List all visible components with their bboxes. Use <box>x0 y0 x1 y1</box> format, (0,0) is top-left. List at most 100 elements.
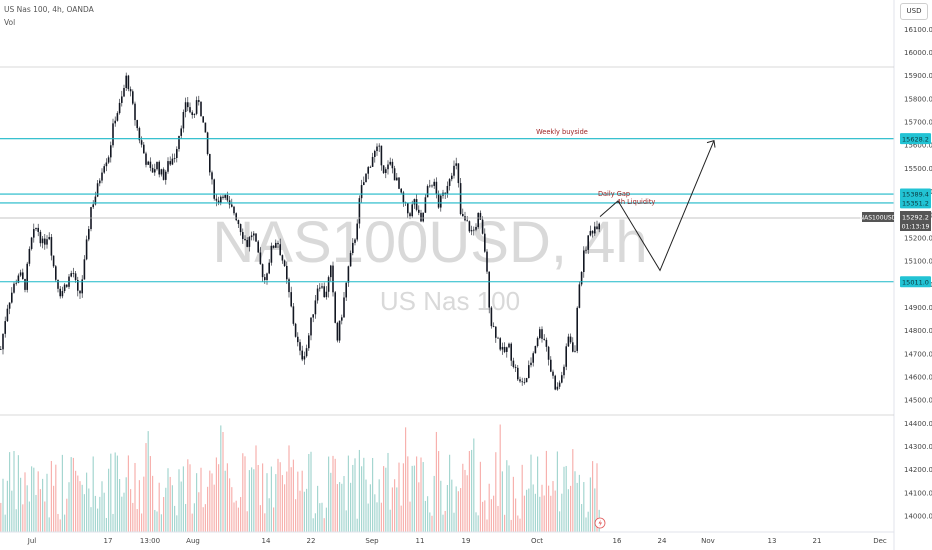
volume-bar <box>83 494 85 532</box>
volume-bar <box>545 450 547 532</box>
volume-bar <box>361 466 363 532</box>
candle-body <box>171 158 174 165</box>
volume-bar <box>9 452 11 532</box>
volume-bar <box>484 500 486 532</box>
candle-body <box>470 230 473 232</box>
volume-bar <box>411 465 413 532</box>
candle-body <box>154 169 156 173</box>
volume-bar <box>319 503 321 532</box>
candle-body <box>237 220 240 225</box>
volume-bar <box>290 467 292 532</box>
volume-bar <box>523 495 525 532</box>
volume-bar <box>365 479 367 532</box>
candle-body <box>382 165 385 173</box>
candle-body <box>521 381 523 383</box>
volume-bar <box>422 462 424 532</box>
candle-body <box>233 206 235 214</box>
volume-bar <box>380 502 382 532</box>
candle-body <box>244 238 246 241</box>
candle-body <box>151 167 154 173</box>
candle-body <box>429 185 431 187</box>
candle-body <box>358 198 361 224</box>
candle-body <box>140 140 143 145</box>
candle-body <box>378 145 380 147</box>
volume-bar <box>455 486 457 532</box>
volume-bar <box>255 445 257 532</box>
candle-body <box>11 292 13 303</box>
volume-bar <box>556 451 558 532</box>
volume-bar <box>145 443 147 532</box>
currency-button[interactable]: USD <box>900 3 928 20</box>
candle-body <box>143 144 145 154</box>
current-price-value: 15292.2 <box>902 214 929 222</box>
level-tag-label: 15351.2 <box>902 199 929 207</box>
candle-body <box>92 204 94 208</box>
candle-body <box>484 233 486 252</box>
volume-bar <box>306 488 308 532</box>
candle-body <box>299 342 301 351</box>
volume-bar <box>323 518 325 532</box>
candle-body <box>264 277 266 280</box>
volume-bar <box>97 508 99 532</box>
volume-bar <box>512 476 514 532</box>
volume-bar <box>167 468 169 532</box>
candle-body <box>242 232 244 239</box>
volume-bar <box>15 509 17 532</box>
candle-body <box>352 242 354 254</box>
price-tick-label: 16000.0 <box>904 49 932 57</box>
volume-bar <box>123 492 125 532</box>
volume-bar <box>253 469 255 532</box>
volume-bar <box>114 452 116 532</box>
level-tag-bg <box>900 188 931 200</box>
candle-body <box>191 112 193 115</box>
volume-bar <box>332 455 334 532</box>
candle-body <box>305 348 308 357</box>
volume-bar <box>279 462 281 532</box>
volume-bar <box>301 470 303 532</box>
lightning-icon[interactable] <box>594 517 606 529</box>
level-price-tag: 15351.2 <box>900 197 931 209</box>
candle-body <box>198 100 200 102</box>
volume-bar <box>266 473 268 532</box>
candle-body <box>367 167 369 174</box>
volume-bar <box>182 466 184 532</box>
volume-bar <box>35 494 37 532</box>
volume-bar <box>242 453 244 532</box>
level-tag-label: 15011.0 <box>902 278 929 286</box>
volume-bar <box>468 451 470 532</box>
candle-body <box>327 277 330 292</box>
volume-bar <box>464 469 466 532</box>
volume-bar <box>105 517 107 532</box>
time-tick-label: 19 <box>462 537 471 545</box>
volume-bar <box>72 457 74 532</box>
candlestick-series <box>0 72 600 391</box>
price-tick-label: 14200.0 <box>904 466 932 474</box>
volume-bar <box>385 467 387 532</box>
volume-bar <box>438 451 440 532</box>
volume-bar <box>176 515 178 532</box>
projection-path <box>599 140 715 272</box>
level-price-tag: 15628.2 <box>900 133 931 145</box>
time-tick-label: Aug <box>186 537 200 545</box>
candle-body <box>202 116 204 123</box>
volume-bar <box>59 519 61 532</box>
volume-bar <box>28 501 30 532</box>
candle-body <box>145 153 147 165</box>
volume-bar <box>383 466 385 532</box>
volume-bar <box>215 457 217 532</box>
volume-bar <box>409 501 411 532</box>
candle-body <box>248 237 251 247</box>
candle-body <box>422 212 424 222</box>
candle-body <box>72 273 75 274</box>
candle-body <box>275 242 277 248</box>
price-tick-label: 14000.0 <box>904 513 932 521</box>
candle-body <box>407 203 409 214</box>
lightning-icon-glyph <box>598 519 602 527</box>
candle-body <box>79 290 81 294</box>
candle-body <box>136 120 138 129</box>
price-tick-label: 15200.0 <box>904 234 932 242</box>
volume-bar <box>548 485 550 532</box>
volume-bar <box>354 458 356 532</box>
candle-body <box>569 336 572 343</box>
